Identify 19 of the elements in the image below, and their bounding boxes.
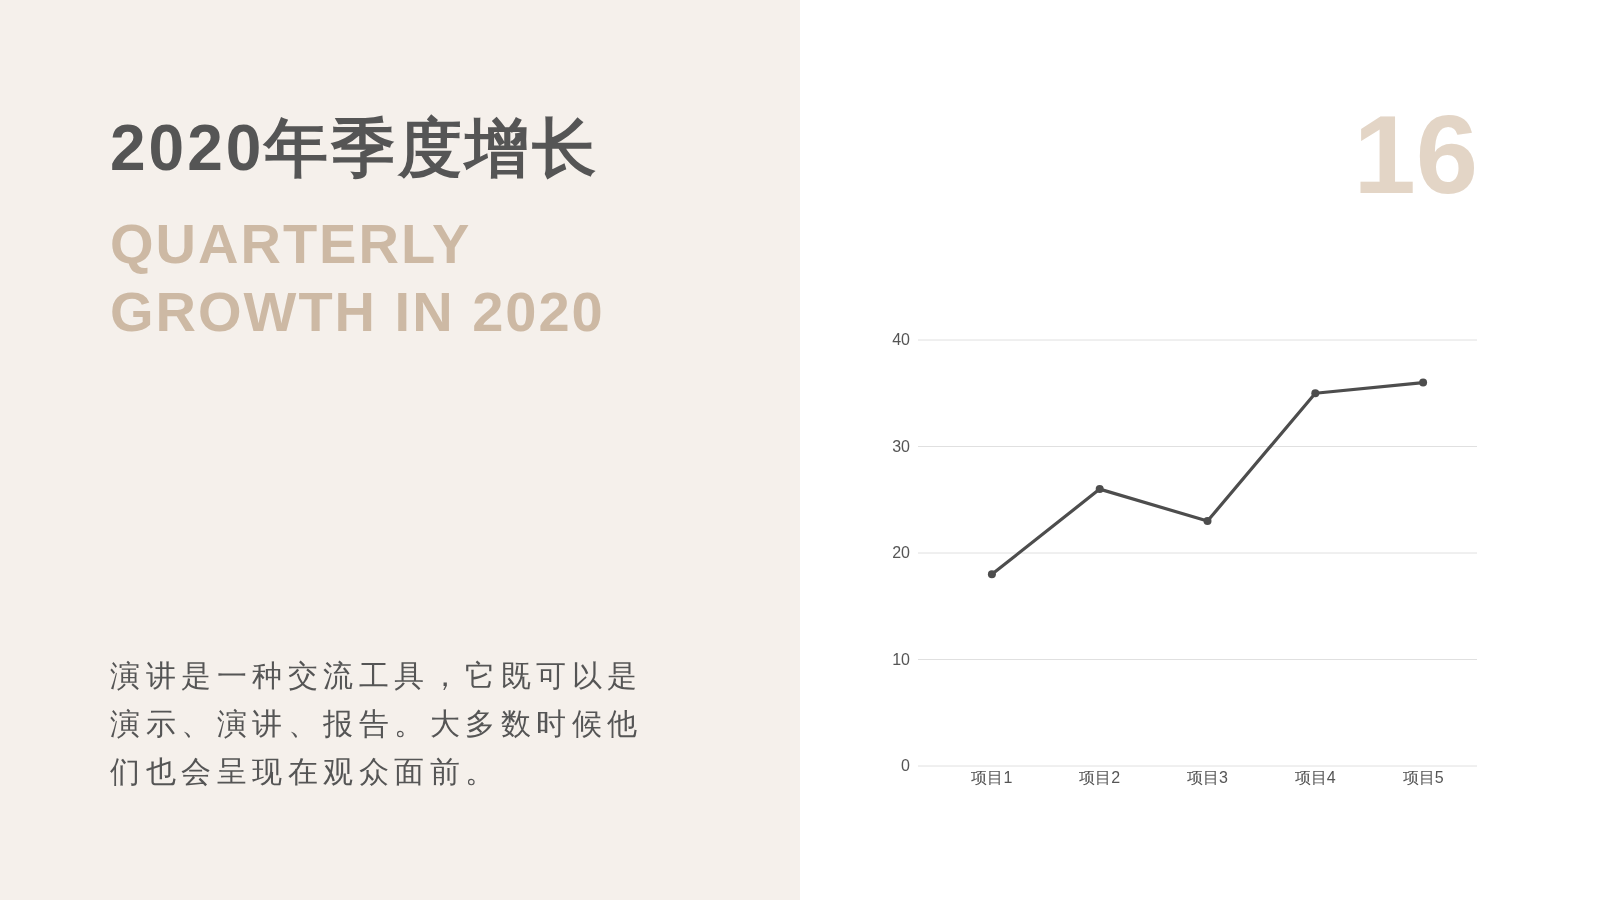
x-tick-label: 项目5 (1402, 769, 1444, 786)
point (1311, 389, 1320, 398)
text: 16 (1353, 91, 1478, 219)
y-tick-label: 0 (901, 757, 911, 774)
x-tick-label: 项目4 (1294, 769, 1336, 786)
x-tick-label: 项目3 (1187, 769, 1229, 786)
y-tick-label: 40 (892, 331, 911, 348)
point (1095, 485, 1104, 494)
point (987, 570, 996, 579)
text: QUARTERLY GROWTH IN 2020 (110, 211, 606, 345)
text: 2020年季度增长 (110, 111, 600, 186)
y-tick-label: 30 (892, 437, 911, 455)
y-tick-label: 20 (892, 544, 911, 561)
text: 演讲是一种交流工具，它既可以是演示、演讲、报告。大多数时候他们也会呈现在观众面前。 (110, 658, 644, 790)
point (1203, 517, 1212, 526)
y-tick-label: 10 (892, 650, 911, 668)
x-tick-label: 项目2 (1079, 769, 1121, 786)
x-tick-label: 项目1 (971, 769, 1013, 786)
point (1419, 378, 1428, 387)
